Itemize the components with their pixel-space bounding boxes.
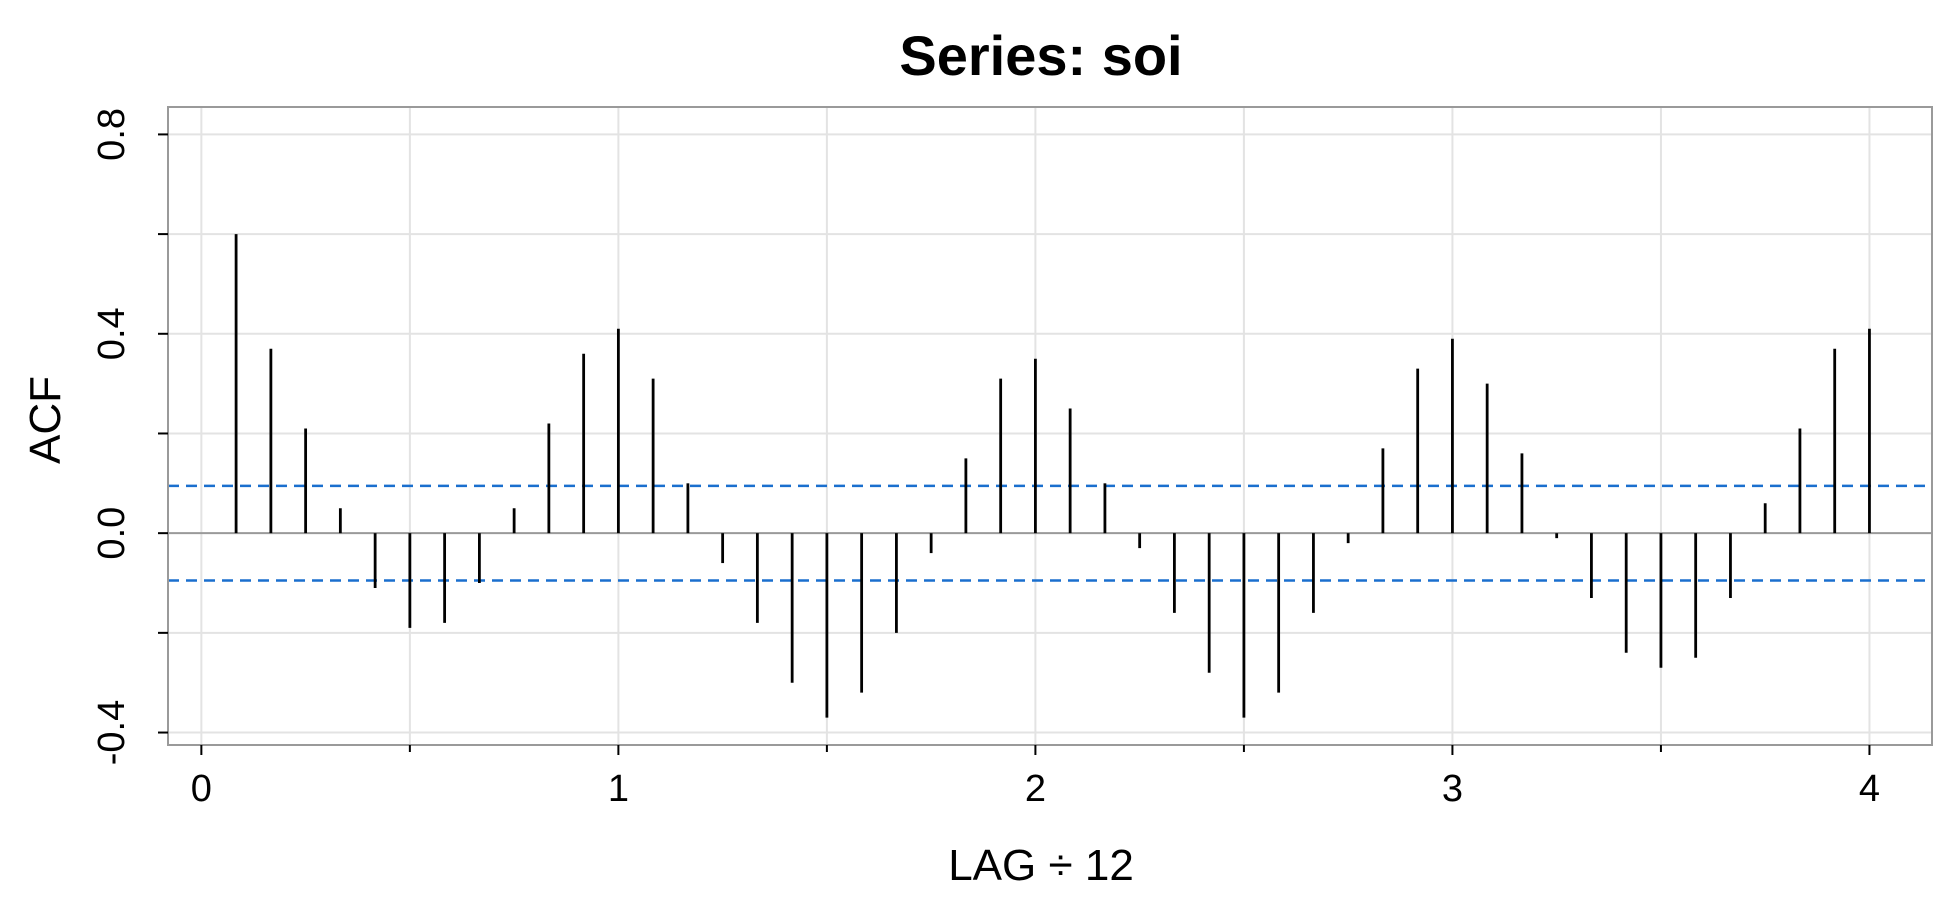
confidence-band-layer bbox=[168, 484, 1932, 582]
x-tick-label: 0 bbox=[191, 768, 212, 810]
x-tick-label: 1 bbox=[608, 768, 629, 810]
x-axis: 0 1 2 3 4 bbox=[191, 745, 1880, 810]
chart-title: Series: soi bbox=[899, 24, 1182, 87]
x-tick-label: 2 bbox=[1025, 768, 1046, 810]
y-tick-label: 0.8 bbox=[91, 108, 133, 161]
x-tick-label: 4 bbox=[1859, 768, 1880, 810]
x-tick-label: 3 bbox=[1442, 768, 1463, 810]
y-tick-label: 0.0 bbox=[91, 507, 133, 560]
y-tick-label: -0.4 bbox=[91, 700, 133, 765]
spike-layer bbox=[234, 234, 1871, 718]
grid-layer bbox=[168, 107, 1932, 745]
y-tick-label: 0.4 bbox=[91, 307, 133, 360]
plot-frame bbox=[167, 106, 1933, 746]
y-axis-label: ACF bbox=[21, 376, 70, 464]
x-axis-label: LAG ÷ 12 bbox=[948, 841, 1134, 890]
y-axis: -0.4 0.0 0.4 0.8 bbox=[91, 108, 168, 765]
